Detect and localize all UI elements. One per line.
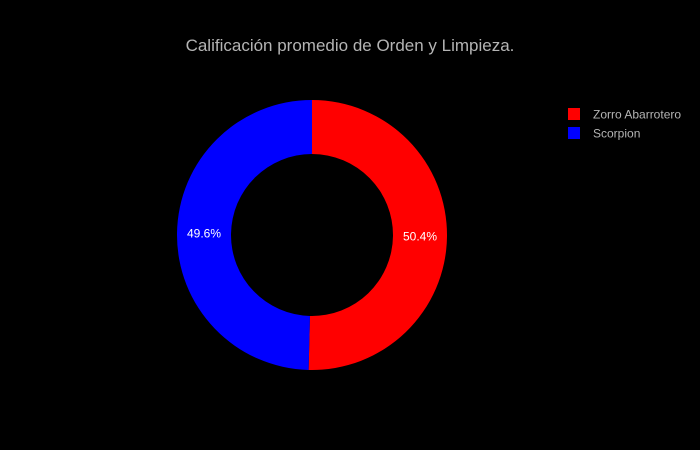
slice-labels-group: 50.4% 49.6% [187,227,437,244]
slices-group [177,100,448,371]
legend-label: Zorro Abarrotero [593,108,681,122]
legend-item-zorro-abarrotero[interactable]: Zorro Abarrotero [568,108,681,122]
legend[interactable]: Zorro Abarrotero Scorpion [568,108,681,141]
legend-label: Scorpion [593,127,640,141]
slice-percent-label-scorpion: 49.6% [187,227,221,241]
slice-scorpion[interactable] [177,100,312,370]
slice-zorro-abarrotero[interactable] [308,100,448,371]
slice-percent-label-zorro-abarrotero: 50.4% [403,229,437,243]
legend-swatch [568,108,580,120]
legend-swatch [568,127,580,139]
chart-title: Calificación promedio de Orden y Limpiez… [186,36,515,55]
legend-item-scorpion[interactable]: Scorpion [568,127,640,141]
